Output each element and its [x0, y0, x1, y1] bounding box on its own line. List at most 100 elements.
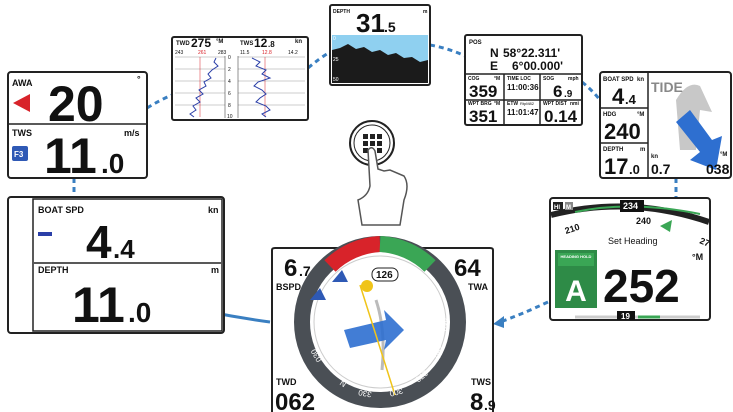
label: WPT BRG: [468, 101, 492, 107]
decimal: .0: [128, 297, 151, 328]
unit: °M: [494, 76, 500, 82]
unit: m: [640, 147, 645, 153]
label: DEPTH: [603, 147, 623, 153]
label: TWS: [240, 41, 253, 47]
unit: °: [137, 74, 141, 84]
latitude: 58°22.311': [503, 46, 560, 60]
axis: 0: [228, 55, 231, 61]
label: Set Heading: [608, 236, 658, 246]
value: 6: [553, 82, 562, 101]
unit: m: [423, 9, 428, 15]
value: 8: [470, 389, 483, 412]
unit: mph: [568, 76, 579, 82]
hemisphere: E: [490, 59, 498, 73]
scale: 210: [564, 222, 581, 236]
label: COG: [468, 76, 480, 82]
value: 359: [469, 82, 497, 101]
label: AWA: [12, 78, 33, 88]
label: TWD: [176, 41, 190, 47]
unit: nmi: [570, 101, 580, 107]
decimal: .7: [299, 263, 311, 279]
decimal: .8: [268, 40, 275, 49]
label: HDG: [603, 112, 617, 118]
label: TIDE: [651, 79, 683, 95]
heading-box: 234: [623, 201, 638, 211]
value: 0.14: [544, 107, 578, 126]
scale: 14.2: [288, 50, 298, 56]
longitude: 6°00.000': [512, 59, 563, 73]
unit: kn: [295, 39, 302, 45]
value: 4: [612, 84, 625, 109]
indicator: M: [566, 205, 571, 211]
decimal: .0: [101, 148, 124, 179]
label: DEPTH: [38, 265, 69, 275]
value: 11: [72, 277, 125, 333]
decimal: .0: [629, 162, 640, 177]
label: DEPTH: [333, 9, 350, 15]
value: 351: [469, 107, 497, 126]
depth-panel: DEPTH m 31 .5 0 25 50: [329, 4, 431, 86]
autopilot-panel: HI M 234 210 240 27 HEADING HOLD A Set H…: [549, 197, 711, 321]
value: 64: [454, 255, 481, 282]
unit: °M: [720, 152, 727, 158]
decimal: .9: [564, 89, 573, 100]
unit: °M: [637, 112, 644, 118]
value: 062: [275, 389, 315, 412]
value: 0.7: [651, 161, 671, 177]
touch-icon: [349, 120, 408, 226]
unit: °M: [494, 101, 500, 107]
scale: 11.5: [240, 50, 250, 56]
boat-panel: BOAT SPD kn 4 .4 DEPTH m 11 .0: [7, 196, 225, 334]
value: 31: [356, 8, 385, 38]
label: ETW: [507, 101, 518, 107]
unit: kn: [637, 77, 644, 83]
scale: 27: [698, 236, 711, 249]
compass: 300: [388, 386, 404, 398]
unit: kn: [208, 205, 219, 215]
axis: 8: [228, 103, 231, 109]
label: TWS: [471, 377, 491, 387]
value: 11: [44, 128, 97, 184]
scale: 240: [636, 216, 651, 226]
value: 252: [603, 260, 680, 312]
scale: 261: [198, 50, 207, 56]
value: 275: [191, 36, 211, 50]
unit: m/s: [124, 128, 140, 138]
label: TWD: [276, 377, 297, 387]
axis: 2: [228, 67, 231, 73]
value: 4: [86, 216, 112, 268]
wind-panel: 126 150 180 210 240 270 300 330 N 030 6 …: [271, 236, 496, 412]
decimal: .4: [625, 92, 637, 107]
rudder: 19: [621, 312, 630, 321]
axis: 25: [333, 57, 339, 63]
label: WPT DIST: [543, 101, 567, 107]
route: RtpM82: [520, 101, 535, 106]
value: 12: [254, 36, 268, 50]
unit: kn: [651, 154, 658, 160]
graph-panel: TWD 275 °M TWS 12 .8 kn 243 261 283 11.5…: [171, 36, 309, 121]
label: POS: [469, 40, 482, 46]
decimal: .9: [484, 397, 496, 412]
value: 17: [604, 154, 628, 179]
label: BSPD: [276, 282, 302, 292]
label: TWS: [12, 128, 32, 138]
axis: 0: [333, 36, 336, 42]
mode[interactable]: A: [565, 275, 587, 308]
value: 20: [48, 76, 104, 132]
function-button[interactable]: F3: [14, 150, 24, 159]
value: 038: [706, 161, 730, 177]
indicator: HI: [554, 205, 560, 211]
axis: 4: [228, 79, 231, 85]
label: BOAT SPD: [38, 205, 84, 215]
value: 6: [284, 255, 297, 282]
awa-panel: AWA ° 20 TWS m/s F3 11 .0: [7, 71, 148, 184]
unit: °M: [216, 39, 223, 45]
unit: °M: [692, 252, 703, 262]
scale: 243: [175, 50, 184, 56]
compass: N: [338, 378, 348, 389]
label: BOAT SPD: [603, 77, 634, 83]
scale: 283: [218, 50, 227, 56]
unit: m: [211, 265, 219, 275]
axis: 50: [333, 77, 339, 83]
